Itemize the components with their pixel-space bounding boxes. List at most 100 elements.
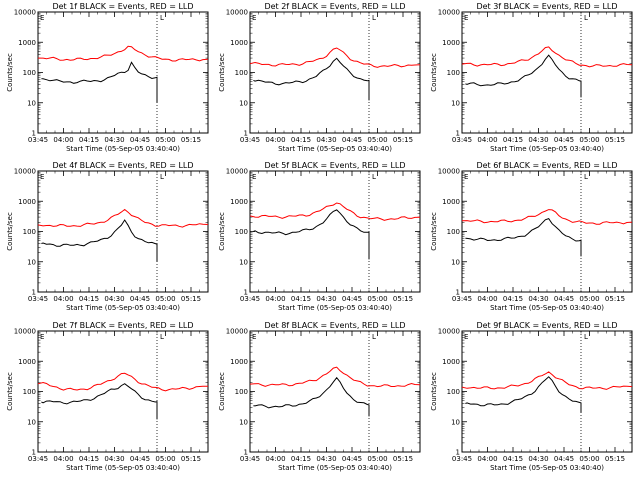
x-tick-label: 04:30 [528, 295, 548, 303]
corner-mark-start: E [464, 333, 468, 341]
panel-9: Det 9f BLACK = Events, RED = LLD 1 10 100 10… [430, 321, 633, 472]
x-axis-label: Start Time (05-Sep-05 03:40:40) [66, 145, 180, 153]
x-tick-label: 04:30 [316, 455, 336, 463]
y-tick-label: 100 [235, 69, 248, 77]
y-tick-label: 1000 [442, 39, 460, 47]
x-axis-label: Start Time (05-Sep-05 03:40:40) [490, 145, 604, 153]
corner-mark-start: E [252, 333, 256, 341]
x-tick-label: 04:00 [53, 455, 73, 463]
x-tick-label: 05:00 [367, 295, 387, 303]
x-tick-label: 03:45 [452, 455, 472, 463]
corner-mark-start: E [40, 14, 44, 22]
x-tick-label: 04:15 [291, 455, 311, 463]
panel-title: Det 5f BLACK = Events, RED = LLD [264, 161, 405, 170]
y-tick-label: 1 [244, 449, 248, 457]
panel-5: Det 5f BLACK = Events, RED = LLD 1 10 100 10… [218, 161, 421, 312]
plot-frame [37, 170, 209, 293]
panel-title: Det 1f BLACK = Events, RED = LLD [52, 2, 193, 11]
y-tick-label: 1000 [18, 39, 36, 47]
series-lld-line [461, 371, 633, 390]
corner-mark-end: L [160, 14, 164, 22]
plot-frame [461, 11, 633, 134]
x-tick-label: 04:00 [53, 136, 73, 144]
y-tick-label: 100 [235, 388, 248, 396]
x-tick-label: 04:00 [265, 136, 285, 144]
y-tick-label: 10 [239, 258, 248, 266]
x-tick-label: 03:45 [240, 136, 260, 144]
y-axis-label: Counts/sec [218, 372, 226, 411]
x-tick-label: 05:15 [605, 455, 625, 463]
x-tick-label: 04:00 [265, 455, 285, 463]
x-tick-label: 04:45 [554, 455, 574, 463]
x-tick-label: 03:45 [28, 455, 48, 463]
corner-mark-start: E [40, 173, 44, 181]
x-tick-label: 05:15 [393, 455, 413, 463]
y-tick-label: 10000 [438, 168, 460, 176]
x-tick-label: 03:45 [452, 295, 472, 303]
y-tick-label: 1000 [442, 198, 460, 206]
y-tick-label: 100 [447, 69, 460, 77]
y-tick-label: 1 [32, 449, 36, 457]
x-tick-label: 05:15 [393, 136, 413, 144]
panel-7: Det 7f BLACK = Events, RED = LLD 1 10 100 10… [6, 321, 209, 472]
x-axis-label: Start Time (05-Sep-05 03:40:40) [66, 304, 180, 312]
x-tick-label: 03:45 [28, 295, 48, 303]
y-tick-label: 10 [451, 258, 460, 266]
y-axis-label: Counts/sec [430, 53, 438, 92]
series-lld-line [37, 372, 209, 392]
y-tick-label: 1 [456, 449, 460, 457]
y-axis-label: Counts/sec [430, 372, 438, 411]
x-tick-label: 05:00 [579, 295, 599, 303]
x-tick-label: 04:30 [104, 295, 124, 303]
x-tick-label: 04:45 [130, 136, 150, 144]
x-tick-label: 04:30 [316, 295, 336, 303]
x-tick-label: 05:00 [155, 455, 175, 463]
y-tick-label: 1 [456, 289, 460, 297]
x-tick-label: 04:30 [528, 136, 548, 144]
corner-mark-start: E [252, 173, 256, 181]
y-tick-label: 1 [32, 289, 36, 297]
y-tick-label: 1 [244, 130, 248, 138]
series-events-line [41, 61, 158, 103]
y-tick-label: 10 [239, 418, 248, 426]
x-tick-label: 04:45 [554, 136, 574, 144]
x-tick-label: 04:45 [554, 295, 574, 303]
panel-title: Det 3f BLACK = Events, RED = LLD [476, 2, 617, 11]
y-axis-label: Counts/sec [6, 372, 14, 411]
y-axis-label: Counts/sec [218, 212, 226, 251]
y-axis-label: Counts/sec [6, 53, 14, 92]
x-tick-label: 04:30 [528, 455, 548, 463]
series-lld-line [461, 209, 633, 225]
x-tick-label: 04:30 [104, 136, 124, 144]
series-events-line [465, 217, 582, 257]
panel-title: Det 9f BLACK = Events, RED = LLD [476, 321, 617, 330]
y-tick-label: 100 [23, 69, 36, 77]
corner-mark-end: L [160, 173, 164, 181]
plot-frame [249, 330, 421, 453]
series-events-line [253, 209, 370, 260]
x-tick-label: 05:15 [181, 136, 201, 144]
x-tick-label: 04:30 [316, 136, 336, 144]
series-lld-line [249, 366, 421, 388]
y-tick-label: 10000 [226, 328, 248, 336]
y-tick-label: 10 [27, 258, 36, 266]
panel-3: Det 3f BLACK = Events, RED = LLD 1 10 100 10… [430, 2, 633, 153]
corner-mark-start: E [252, 14, 256, 22]
panel-8: Det 8f BLACK = Events, RED = LLD 1 10 100 10… [218, 321, 421, 472]
y-tick-label: 1000 [18, 198, 36, 206]
y-tick-label: 10000 [14, 328, 36, 336]
series-events-line [465, 376, 582, 413]
x-tick-label: 04:45 [342, 455, 362, 463]
y-tick-label: 100 [447, 228, 460, 236]
x-tick-label: 04:45 [130, 455, 150, 463]
panel-1: Det 1f BLACK = Events, RED = LLD 1 10 100 10… [6, 2, 209, 153]
x-tick-label: 05:15 [393, 295, 413, 303]
corner-mark-start: E [464, 173, 468, 181]
y-tick-label: 1 [32, 130, 36, 138]
x-tick-label: 05:15 [605, 295, 625, 303]
x-tick-label: 05:15 [181, 295, 201, 303]
x-tick-label: 05:00 [579, 136, 599, 144]
series-lld-line [38, 45, 209, 62]
y-tick-label: 10000 [14, 168, 36, 176]
series-events-line [253, 376, 370, 417]
